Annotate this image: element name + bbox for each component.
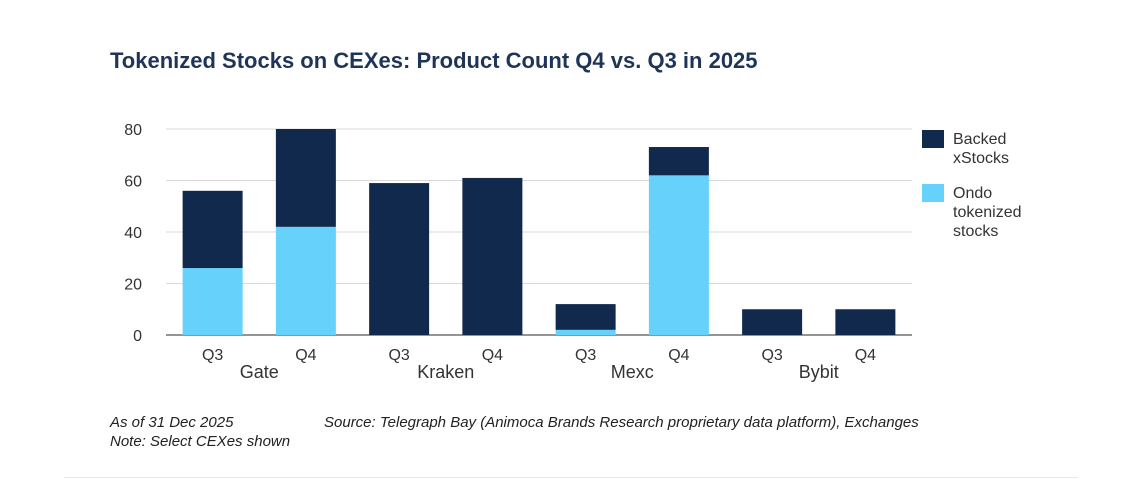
bar-segment — [742, 309, 803, 335]
group-label: Mexc — [611, 362, 654, 382]
x-tick-label: Q3 — [761, 347, 782, 364]
x-tick-label: Q4 — [482, 347, 503, 364]
legend: Backed xStocks Ondo tokenized stocks — [922, 130, 1022, 240]
y-tick-label: 0 — [133, 328, 142, 345]
y-axis-ticks: 0 20 40 60 80 — [124, 122, 142, 345]
bar-segment — [275, 129, 336, 227]
y-tick-label: 80 — [124, 122, 142, 139]
legend-label: Ondo tokenized stocks — [953, 185, 1022, 240]
divider — [64, 477, 1078, 478]
group-label: Gate — [240, 362, 279, 382]
bar-segment — [462, 177, 523, 335]
bar-segment — [555, 304, 616, 330]
bar-segment — [182, 268, 243, 335]
bar-segment — [182, 190, 243, 269]
group-label: Bybit — [799, 362, 839, 382]
y-tick-label: 40 — [124, 225, 142, 242]
legend-swatch — [922, 130, 944, 148]
bar-segment — [648, 147, 709, 176]
x-axis-ticks: Q3 Q4 Q3 Q4 Q3 Q4 Q3 Q4 — [202, 347, 876, 364]
x-tick-label: Q4 — [855, 347, 876, 364]
y-tick-label: 60 — [124, 174, 142, 191]
legend-swatch — [922, 184, 944, 202]
bar-segment — [648, 175, 709, 335]
x-tick-label: Q3 — [575, 347, 596, 364]
legend-label: Backed xStocks — [953, 131, 1009, 167]
group-labels: Gate Kraken Mexc Bybit — [240, 362, 839, 382]
x-tick-label: Q3 — [388, 347, 409, 364]
x-tick-label: Q3 — [202, 347, 223, 364]
bars — [182, 129, 896, 335]
footer-date-note: As of 31 Dec 2025 — [110, 414, 234, 431]
bar-segment — [835, 309, 896, 335]
x-tick-label: Q4 — [668, 347, 689, 364]
bar-segment — [369, 183, 430, 335]
y-tick-label: 20 — [124, 277, 142, 294]
footer-source: Source: Telegraph Bay (Animoca Brands Re… — [324, 414, 919, 431]
footer-note: Note: Select CEXes shown — [110, 433, 291, 450]
bar-segment — [555, 329, 616, 335]
group-label: Kraken — [417, 362, 474, 382]
chart-title: Tokenized Stocks on CEXes: Product Count… — [110, 48, 758, 73]
bar-segment — [275, 226, 336, 335]
x-tick-label: Q4 — [295, 347, 316, 364]
